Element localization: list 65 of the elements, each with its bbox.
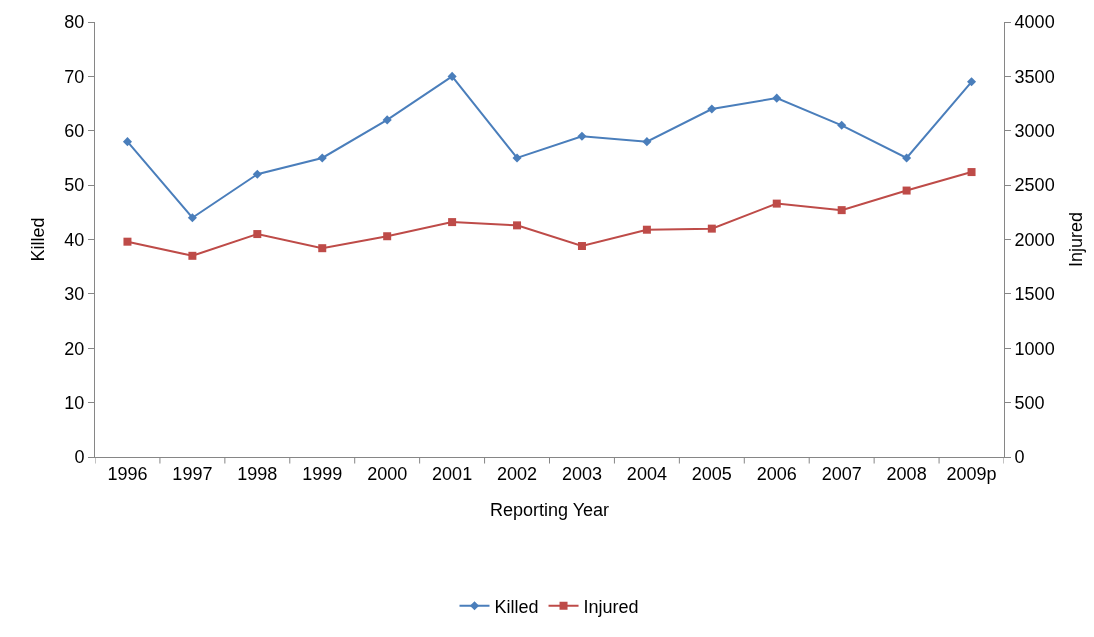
point: [447, 71, 457, 81]
point: [902, 186, 911, 195]
x-tick-label: 2004: [626, 463, 667, 484]
y2-tick-label: 4000: [1014, 12, 1055, 33]
point: [448, 218, 457, 227]
point: [513, 221, 522, 230]
point: [187, 213, 197, 223]
y-tick-label: 40: [64, 229, 85, 250]
point: [902, 153, 912, 163]
y2-tick-label: 2000: [1014, 229, 1055, 250]
point: [707, 104, 717, 114]
point: [253, 230, 262, 239]
x-tick-label: 2000: [367, 463, 408, 484]
x-tick-label: 1996: [107, 463, 148, 484]
point: [577, 131, 587, 141]
legend-label: Injured: [583, 596, 639, 617]
y2-tick-label: 3500: [1014, 66, 1055, 87]
point: [252, 169, 262, 179]
x-tick-label: 2006: [756, 463, 797, 484]
y2-tick-label: 1500: [1014, 284, 1055, 305]
point: [837, 206, 846, 215]
point: [383, 232, 392, 241]
x-tick-label: 2008: [886, 463, 927, 484]
point: [123, 237, 132, 246]
x-tick-label: 2003: [561, 463, 602, 484]
point: [967, 168, 976, 177]
x-tick-label: 2005: [691, 463, 732, 484]
x-tick-label: 1999: [302, 463, 343, 484]
x-tick-label: 1998: [237, 463, 278, 484]
point: [317, 153, 327, 163]
point: [707, 224, 716, 233]
legend-label: Killed: [494, 596, 539, 617]
x-tick-label: 2009p: [946, 463, 997, 484]
y2-tick-label: 3000: [1014, 121, 1055, 142]
y-tick-label: 20: [64, 338, 85, 359]
y2-tick-label: 0: [1014, 447, 1025, 468]
point: [772, 93, 782, 103]
point: [642, 137, 652, 147]
y-tick-label: 30: [64, 284, 85, 305]
x-tick-label: 2001: [432, 463, 473, 484]
point: [382, 115, 392, 125]
x-axis-title: Reporting Year: [489, 499, 610, 520]
y2-tick-label: 1000: [1014, 338, 1055, 359]
y2-tick-label: 500: [1014, 392, 1045, 413]
point: [188, 251, 197, 260]
y-tick-label: 70: [64, 66, 85, 87]
y2-tick-label: 2500: [1014, 175, 1055, 196]
y-tick-label: 50: [64, 175, 85, 196]
point: [642, 225, 651, 234]
point: [577, 242, 586, 251]
y-tick-label: 0: [74, 447, 85, 468]
y2-axis-title: Injured: [1065, 211, 1086, 268]
point: [122, 137, 133, 147]
point: [772, 199, 781, 208]
x-tick-label: 1997: [172, 463, 213, 484]
point: [318, 244, 327, 253]
x-tick-label: 2007: [821, 463, 862, 484]
x-tick-label: 2002: [497, 463, 538, 484]
point: [512, 153, 522, 163]
point: [966, 77, 977, 87]
y-tick-label: 60: [64, 121, 85, 142]
point: [837, 120, 847, 130]
y-axis-title: Killed: [27, 217, 48, 262]
y-tick-label: 80: [64, 12, 85, 33]
y-tick-label: 10: [64, 392, 85, 413]
